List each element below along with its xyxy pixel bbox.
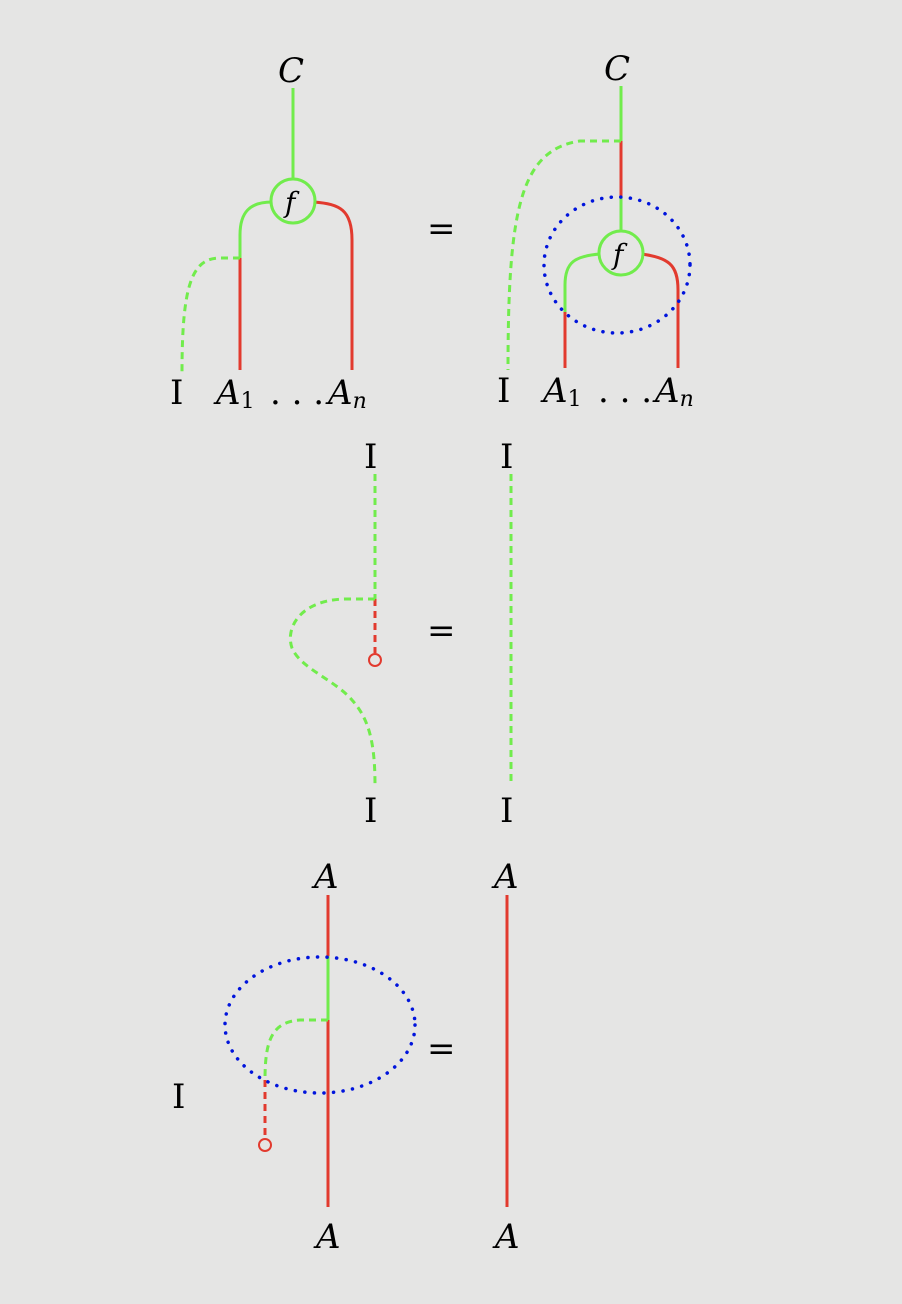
label-I-bottom: I xyxy=(500,791,513,831)
wire-An-red xyxy=(641,252,680,368)
morphism-f-node xyxy=(597,229,645,277)
wire-green-left-branch xyxy=(238,200,273,258)
label-C-top: C xyxy=(604,49,630,89)
wire-green-left-branch xyxy=(563,252,601,312)
equals-sign-1: = xyxy=(427,209,456,249)
eq1-rhs: C f I A1 . . . An xyxy=(497,49,694,412)
label-dots: . . . xyxy=(598,371,652,411)
equals-sign-2: = xyxy=(427,611,456,651)
label-A-bottom: A xyxy=(492,1217,520,1257)
label-A-top: A xyxy=(311,857,339,897)
blue-dotted-region xyxy=(223,955,417,1095)
wire-unit-dashed xyxy=(180,256,240,373)
label-A1-base: A xyxy=(540,371,568,411)
label-I-top: I xyxy=(500,437,513,477)
label-An-sub: n xyxy=(353,389,367,414)
label-I-top: I xyxy=(364,437,377,477)
wire-unit-dashed xyxy=(506,139,621,371)
label-A1-sub: 1 xyxy=(241,389,255,414)
eq1-lhs: C f I A1 . . . An xyxy=(170,51,367,414)
wire-unit-dashed xyxy=(263,1018,328,1081)
label-I-bottom: I xyxy=(364,791,377,831)
label-An: An xyxy=(325,373,367,414)
eq2-rhs: I I xyxy=(500,437,513,831)
label-A-bottom: A xyxy=(313,1217,341,1257)
label-A-top: A xyxy=(491,857,519,897)
wire-An-red xyxy=(313,200,354,370)
blue-dotted-region xyxy=(542,195,692,335)
label-I: I xyxy=(497,371,510,411)
eq3-rhs: A A xyxy=(491,857,520,1257)
label-A1-base: A xyxy=(213,373,241,413)
label-A1-sub: 1 xyxy=(568,387,582,412)
equals-sign-3: = xyxy=(427,1029,456,1069)
label-A1: A1 xyxy=(540,371,582,412)
eq3-lhs: A I A xyxy=(172,857,417,1257)
wire-unit-dashed-curve xyxy=(289,597,377,786)
label-An-base: A xyxy=(652,371,680,411)
unit-circle xyxy=(368,653,382,667)
unit-circle xyxy=(258,1138,272,1152)
label-dots: . . . xyxy=(270,373,324,413)
label-I: I xyxy=(170,373,183,413)
label-I: I xyxy=(172,1077,185,1117)
label-A1: A1 xyxy=(213,373,255,414)
morphism-f-node xyxy=(269,177,317,225)
label-C-top: C xyxy=(278,51,304,91)
label-An-sub: n xyxy=(680,387,694,412)
eq2-lhs: I I xyxy=(289,437,382,831)
label-An-base: A xyxy=(325,373,353,413)
label-An: An xyxy=(652,371,694,412)
